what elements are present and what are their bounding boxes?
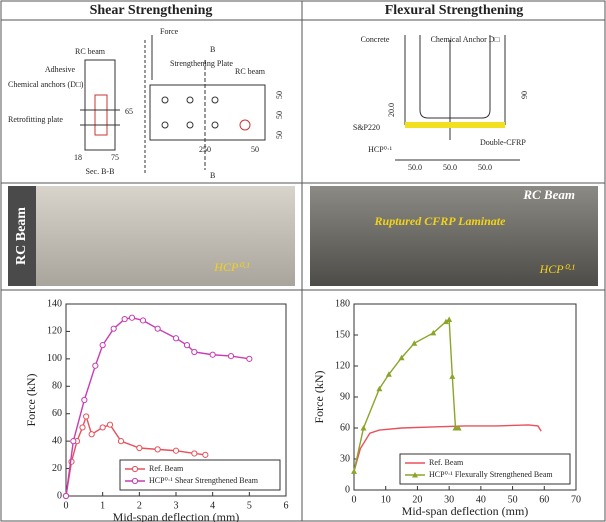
marker — [132, 478, 137, 483]
marker — [137, 445, 142, 450]
marker — [89, 432, 94, 437]
y-tick-label: 40 — [52, 435, 62, 446]
x-tick-label: 5 — [247, 500, 252, 511]
marker — [247, 356, 252, 361]
marker — [107, 422, 112, 427]
diagram-label: 18 — [74, 153, 82, 162]
y-tick-label: 80 — [52, 381, 62, 392]
diagram-label: B — [210, 171, 215, 180]
marker — [93, 363, 98, 368]
y-axis-label: Force (kN) — [312, 371, 326, 424]
y-tick-label: 30 — [340, 453, 350, 464]
marker — [173, 336, 178, 341]
diagram-label: 50.0 — [408, 163, 422, 172]
marker — [203, 452, 208, 457]
photo-label: HCP⁰·¹ — [539, 262, 576, 276]
marker — [82, 397, 87, 402]
y-tick-label: 140 — [47, 298, 62, 309]
diagram-label: HCP⁰·¹ — [368, 145, 392, 154]
y-tick-label: 0 — [345, 484, 350, 495]
diagram-label: B — [210, 45, 215, 54]
marker — [192, 349, 197, 354]
x-tick-label: 1 — [100, 500, 105, 511]
x-axis-label: Mid-span deflection (mm) — [402, 504, 529, 518]
diagram-label: Double-CFRP — [480, 138, 526, 147]
marker — [63, 493, 68, 498]
diagram-label: Strengthening Plate — [170, 59, 233, 68]
diagram-label: 50 — [275, 91, 284, 99]
legend-label: Ref. Beam — [149, 464, 184, 473]
panel-header: Flexural Strengthening — [385, 3, 524, 18]
marker — [173, 448, 178, 453]
marker — [100, 343, 105, 348]
y-tick-label: 60 — [52, 408, 62, 419]
x-axis-label: Mid-span deflection (mm) — [113, 510, 240, 522]
marker — [71, 439, 76, 444]
diagram-label: 20.0 — [387, 103, 396, 117]
marker — [210, 352, 215, 357]
marker — [111, 326, 116, 331]
marker — [132, 466, 137, 471]
diagram-label: Chemical anchors (D□) — [8, 80, 84, 89]
marker — [129, 315, 134, 320]
y-tick-label: 90 — [340, 391, 350, 402]
diagram-label: 50.0 — [478, 163, 492, 172]
figure: Shear Strengthening Flexural Strengtheni… — [0, 0, 606, 522]
x-tick-label: 6 — [284, 500, 289, 511]
diagram-label: Force — [160, 27, 179, 36]
marker — [122, 316, 127, 321]
photo — [8, 186, 295, 286]
diagram-label: 50 — [275, 131, 284, 139]
x-tick-label: 0 — [64, 500, 69, 511]
y-tick-label: 120 — [47, 326, 62, 337]
diagram-label: 50 — [275, 111, 284, 119]
diagram-label: 75 — [111, 153, 119, 162]
diagram-label: Chemical Anchor D□ — [431, 35, 500, 44]
y-tick-label: 60 — [340, 422, 350, 433]
y-tick-label: 150 — [335, 329, 350, 340]
diagram-label: Adhesive — [45, 65, 76, 74]
diagram-label: Retrofitting plate — [8, 115, 63, 124]
marker — [118, 439, 123, 444]
marker — [155, 447, 160, 452]
x-tick-label: 60 — [539, 494, 549, 505]
diagram-label: Sec. B-B — [86, 167, 115, 176]
photo-label: RC Beam — [14, 207, 29, 265]
y-tick-label: 20 — [52, 463, 62, 474]
diagram-label: 50.0 — [443, 163, 457, 172]
marker — [184, 343, 189, 348]
diagram-label: RC beam — [235, 67, 266, 76]
x-tick-label: 0 — [352, 494, 357, 505]
diagram-label: 90 — [520, 91, 529, 99]
panel-header: Shear Strengthening — [90, 3, 213, 18]
diagram-label: 250 — [199, 145, 211, 154]
marker — [140, 318, 145, 323]
marker — [80, 425, 85, 430]
marker — [228, 354, 233, 359]
y-tick-label: 120 — [335, 360, 350, 371]
photo-label: HCP⁰·¹ — [213, 260, 250, 274]
legend-label: HCP⁰·¹ Shear Strengthened Beam — [149, 476, 259, 485]
x-tick-label: 70 — [571, 494, 581, 505]
marker — [155, 326, 160, 331]
diagram-label: S&P220 — [353, 123, 380, 132]
legend-label: Ref. Beam — [429, 458, 464, 467]
photo-label: RC Beam — [522, 187, 575, 202]
y-tick-label: 0 — [57, 490, 62, 501]
x-tick-label: 10 — [381, 494, 391, 505]
marker — [100, 425, 105, 430]
y-tick-label: 100 — [47, 353, 62, 364]
legend-label: HCP⁰·¹ Flexurally Strengthened Beam — [429, 470, 553, 479]
photo-label: Ruptured CFRP Laminate — [374, 214, 507, 228]
marker — [84, 414, 89, 419]
y-axis-label: Force (kN) — [24, 374, 38, 427]
y-tick-label: 180 — [335, 298, 350, 309]
marker — [192, 451, 197, 456]
diagram-label: Concrete — [361, 35, 390, 44]
diagram-label: RC beam — [75, 47, 106, 56]
diagram-label: 50 — [251, 145, 259, 154]
diagram-label: 65 — [125, 107, 133, 116]
